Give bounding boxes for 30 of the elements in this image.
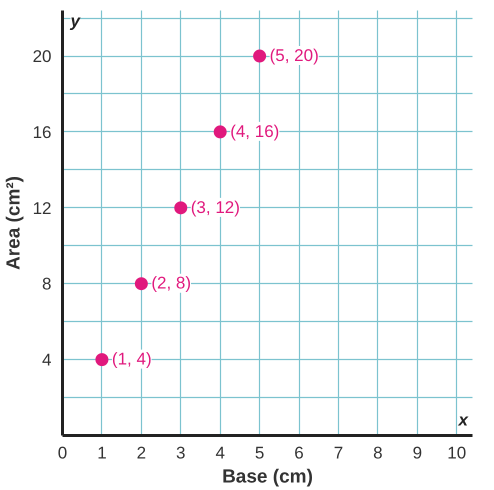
point <box>174 201 188 214</box>
y-tick-label: 8 <box>42 274 52 294</box>
data-label: (1, 4) <box>112 350 152 369</box>
y-tick-label: 16 <box>32 122 52 142</box>
annotation: y <box>70 12 82 30</box>
y-tick-label: 20 <box>32 47 52 66</box>
data-label: (4, 16) <box>230 122 280 141</box>
point <box>214 125 227 138</box>
x-tick-label: 4 <box>215 444 225 462</box>
x-tick-label: 2 <box>136 444 146 462</box>
x-tick-label: 6 <box>294 444 304 462</box>
point <box>134 277 148 290</box>
y-tick-label: 12 <box>32 198 52 218</box>
x-tick-label: 0 <box>58 444 68 462</box>
data-label: (3, 12) <box>190 198 240 217</box>
x-tick-label: 1 <box>97 444 107 462</box>
y-axis-title: Area (cm²) <box>4 176 25 270</box>
x-tick-label: 8 <box>373 444 383 462</box>
data-label: (2, 8) <box>151 274 192 293</box>
point <box>95 353 108 366</box>
x-axis-title: Base (cm) <box>222 466 313 488</box>
x-tick-label: 7 <box>334 444 344 462</box>
x-tick-label: 10 <box>447 444 466 462</box>
annotation: x <box>458 410 470 430</box>
x-tick-label: 3 <box>176 444 186 462</box>
x-tick-label: 9 <box>412 444 422 462</box>
point <box>253 50 266 63</box>
x-tick-label: 5 <box>254 444 264 462</box>
y-tick-label: 4 <box>42 350 52 370</box>
data-label: (5, 20) <box>270 46 319 66</box>
